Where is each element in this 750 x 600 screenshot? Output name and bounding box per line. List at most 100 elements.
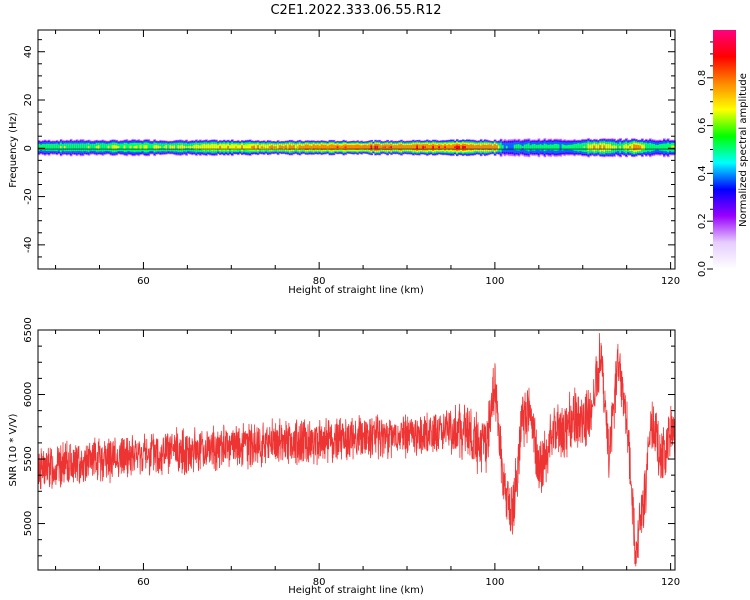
- spectrogram-cell: [420, 144, 423, 151]
- spectrogram-cell: [517, 144, 521, 151]
- spectrogram-cell: [348, 144, 352, 150]
- spectrogram-cell: [203, 144, 206, 151]
- spectrogram-cell: [577, 143, 581, 152]
- spectrogram-cell: [59, 146, 63, 149]
- spectrogram-cell: [601, 143, 604, 152]
- spectrogram-cell: [557, 144, 561, 151]
- spectrogram-cell: [288, 144, 292, 150]
- spectrogram-cell: [258, 144, 262, 150]
- spectrogram-cell: [613, 145, 616, 150]
- spectrogram-cell: [320, 144, 324, 151]
- spectrogram-cell: [583, 146, 587, 148]
- spectrogram-cell: [119, 143, 123, 152]
- spectrogram-cell: [282, 146, 286, 148]
- colorbar-tick-label: 0.4: [697, 165, 708, 181]
- spectrogram-cell: [567, 144, 571, 150]
- spectrogram-cell: [189, 145, 192, 149]
- spectrogram-cell: [487, 144, 491, 151]
- spectrogram-cell: [382, 146, 385, 148]
- spectrogram-cell: [87, 145, 91, 149]
- spectrogram-cell: [489, 144, 493, 151]
- spectrogram-cell: [599, 145, 602, 150]
- spectrogram-cell: [509, 142, 513, 153]
- spectrogram-cell: [657, 144, 660, 150]
- spectrogram-cell: [635, 144, 638, 150]
- spectrogram-cell: [340, 145, 344, 149]
- snr-x-tick-label: 60: [137, 577, 150, 588]
- spectrogram-cell: [527, 143, 531, 152]
- spectrogram-cell: [531, 144, 535, 151]
- spectrogram-cell: [233, 144, 236, 151]
- spectrogram-cell: [173, 145, 176, 150]
- spectrogram-cell: [645, 142, 648, 153]
- spectrogram-cell: [103, 143, 107, 152]
- snr-panel: 60 80 100 120 5000 5500 6000 6500 Height of st…: [8, 317, 680, 596]
- spectrogram-y-tick-label: -20: [23, 188, 34, 204]
- spectrogram-cell: [454, 146, 457, 148]
- spectrogram-cell: [655, 144, 658, 150]
- spectrogram-cell: [428, 144, 431, 150]
- spectrogram-cell: [221, 144, 224, 151]
- spectrogram-cell: [39, 144, 43, 150]
- spectrogram-cell: [205, 144, 208, 151]
- spectrogram-cell: [268, 146, 272, 149]
- spectrogram-cell: [338, 145, 342, 150]
- spectrogram-cell: [639, 145, 642, 149]
- spectrogram-cell: [446, 145, 449, 150]
- spectrogram-cell: [175, 143, 178, 152]
- spectrogram-cell: [129, 145, 133, 149]
- spectrogram-cell: [440, 144, 443, 150]
- snr-y-tick-label: 6000: [23, 382, 34, 407]
- spectrogram-cell: [547, 144, 551, 150]
- spectrogram-cell: [109, 143, 113, 152]
- spectrogram-cell: [252, 145, 256, 149]
- spectrogram-cell: [533, 144, 537, 151]
- spectrogram-cell: [402, 145, 405, 150]
- spectrogram-cell: [571, 144, 575, 150]
- spectrogram-cell: [410, 145, 413, 150]
- snr-x-tick-label: 80: [313, 577, 326, 588]
- spectrogram-cell: [93, 143, 97, 151]
- spectrogram-cell: [133, 145, 137, 149]
- spectrogram-cell: [159, 146, 163, 149]
- spectrogram-cell: [290, 145, 294, 149]
- spectrogram-cell: [386, 144, 389, 151]
- spectrogram-cell: [665, 143, 668, 152]
- spectrogram-cell: [201, 144, 204, 151]
- spectrogram-cell: [392, 145, 395, 150]
- spectrogram-cell: [593, 145, 596, 149]
- spectrogram-cell: [101, 143, 105, 152]
- spectrogram-cell: [408, 145, 411, 150]
- snr-y-ticks: 5000 5500 6000 6500: [23, 317, 675, 557]
- spectrogram-cell: [563, 145, 567, 150]
- spectrogram-cell: [621, 143, 624, 152]
- spectrogram-cell: [300, 145, 304, 149]
- spectrogram-x-axis-label: Height of straight line (km): [288, 285, 424, 296]
- spectrogram-y-tick-label: 0: [23, 145, 34, 151]
- spectrogram-cell: [539, 144, 543, 151]
- spectrogram-cell: [73, 143, 77, 152]
- spectrogram-cell: [177, 145, 180, 150]
- spectrogram-cell: [272, 146, 276, 148]
- spectrogram-frame: [37, 29, 676, 270]
- spectrogram-cell: [549, 144, 553, 151]
- spectrogram-cell: [352, 145, 356, 150]
- spectrogram-cell: [243, 144, 246, 150]
- spectrogram-cell: [493, 144, 497, 151]
- spectrogram-cell: [328, 144, 332, 150]
- spectrogram-cell: [296, 146, 300, 148]
- spectrogram-cell: [396, 145, 399, 150]
- spectrogram-cell: [209, 144, 212, 151]
- spectrogram-cell: [479, 145, 483, 149]
- spectrogram-cell: [513, 144, 517, 150]
- spectrogram-cell: [95, 146, 99, 149]
- spectrogram-cell: [465, 144, 469, 151]
- spectrogram-cell: [185, 146, 188, 148]
- spectrogram-cell: [617, 143, 620, 151]
- spectrogram-cell: [179, 145, 182, 149]
- spectrogram-cell: [266, 144, 270, 151]
- spectrogram-cell: [121, 143, 125, 152]
- spectrogram-x-tick-label: 80: [313, 276, 326, 287]
- spectrogram-cell: [61, 144, 65, 151]
